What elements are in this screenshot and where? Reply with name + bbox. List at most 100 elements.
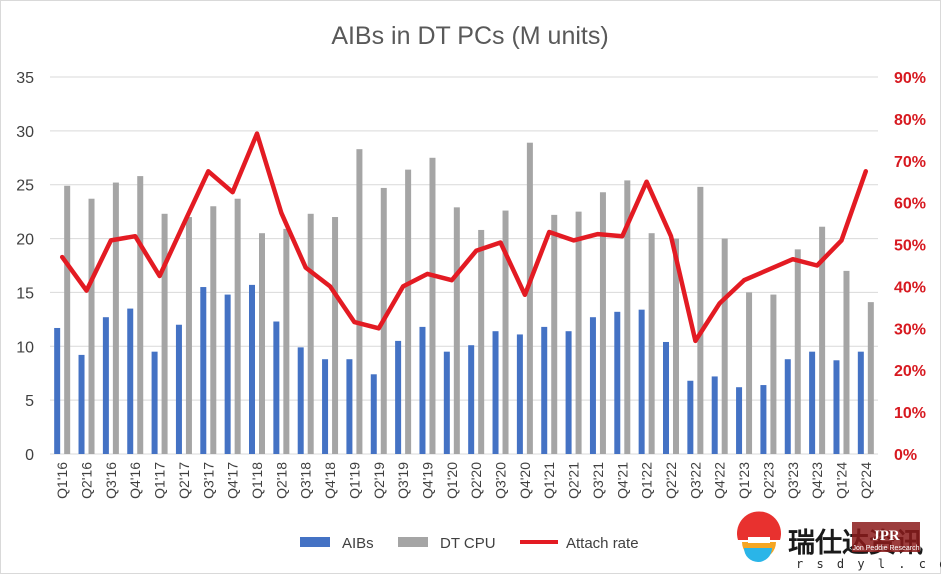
bar-dt-cpu [648,233,655,454]
bar-aibs [687,380,694,454]
bar-dt-cpu [551,214,558,454]
bar-dt-cpu [599,192,606,455]
bar-aibs [54,327,61,454]
bar-aibs [857,351,864,454]
left-tick-label: 20 [16,232,34,249]
bar-aibs [127,308,134,454]
x-tick-label: Q3'19 [395,462,411,499]
x-tick-label: Q2'19 [371,462,387,499]
bar-dt-cpu [721,238,728,454]
x-tick-label: Q1'18 [249,462,265,499]
right-tick-label: 50% [894,238,926,255]
bar-dt-cpu [453,207,460,454]
bar-dt-cpu [770,294,777,454]
left-tick-label: 30 [16,124,34,141]
bar-aibs [760,385,767,454]
bar-aibs [102,317,109,454]
chart-title: AIBs in DT PCs (M units) [331,22,608,50]
bar-dt-cpu [64,185,71,454]
left-tick-label: 25 [16,178,34,195]
x-tick-label: Q3'17 [200,462,216,499]
right-tick-label: 20% [894,363,926,380]
x-tick-label: Q1'24 [833,462,849,499]
legend: AIBs DT CPU Attach rate [300,535,639,552]
x-tick-label: Q3'22 [687,462,703,499]
legend-label-aibs: AIBs [342,535,374,552]
left-axis-ticks: 0 5 10 15 20 25 30 35 [16,70,34,464]
bar-aibs [565,331,572,454]
x-tick-label: Q2'22 [663,462,679,499]
right-tick-label: 80% [894,112,926,129]
watermark-logo-icon [737,511,781,562]
x-tick-label: Q3'23 [785,462,801,499]
bar-aibs [370,374,377,454]
left-tick-label: 5 [25,393,34,410]
bar-aibs [589,317,596,454]
bar-dt-cpu [843,270,850,454]
bar-dt-cpu [429,157,436,455]
bar-dt-cpu [405,169,412,455]
bar-aibs [151,351,158,454]
right-tick-label: 10% [894,405,926,422]
bar-aibs [200,287,207,454]
bar-aibs [614,311,621,454]
x-tick-label: Q4'19 [419,462,435,499]
right-tick-label: 30% [894,321,926,338]
x-tick-label: Q4'23 [809,462,825,499]
right-tick-label: 60% [894,196,926,213]
x-tick-label: Q2'20 [468,462,484,499]
legend-label-dt-cpu: DT CPU [440,535,496,552]
watermark-badge-subtext: Jon Peddie Research [853,545,920,552]
right-tick-label: 90% [894,70,926,87]
bar-dt-cpu [673,238,679,454]
bar-aibs [516,334,523,454]
bar-aibs [395,340,402,454]
right-axis-ticks: 0% 10% 20% 30% 40% 50% 60% 70% 80% 90% [894,70,926,464]
legend-swatch-aibs [300,537,330,547]
bar-aibs [809,351,816,454]
x-tick-label: Q2'21 [566,462,582,499]
bar-aibs [833,360,840,454]
bar-aibs [346,359,353,454]
series-aibs [54,284,864,454]
bar-dt-cpu [867,302,874,454]
bar-aibs [175,324,182,454]
left-tick-label: 15 [16,285,34,302]
x-tick-label: Q2'18 [273,462,289,499]
x-tick-label: Q3'18 [298,462,314,499]
bar-aibs [273,321,280,454]
bar-aibs [492,331,499,454]
bar-aibs [249,284,255,454]
bar-aibs [322,359,329,454]
watermark-badge [852,522,920,552]
left-tick-label: 0 [25,447,34,464]
right-tick-label: 0% [894,447,917,464]
bar-dt-cpu [283,228,290,454]
x-axis-ticks: Q1'16 Q2'16 Q3'16 Q4'16 Q1'17 Q2'17 Q3'17 Q4'17… [54,462,874,499]
bar-dt-cpu [526,142,533,454]
x-tick-label: Q2'24 [858,462,874,499]
x-tick-label: Q4'21 [614,462,630,499]
bar-dt-cpu [575,211,582,454]
bar-dt-cpu [502,210,509,454]
bar-dt-cpu [137,176,144,454]
bar-aibs [468,345,475,454]
right-tick-label: 70% [894,154,926,171]
x-tick-label: Q1'17 [152,462,168,499]
bar-aibs [736,387,743,454]
x-tick-label: Q2'17 [176,462,192,499]
line-attach-rate [59,131,869,344]
legend-label-attach-rate: Attach rate [566,535,639,552]
bar-dt-cpu [259,233,265,454]
x-tick-label: Q1'21 [541,462,557,499]
bar-dt-cpu [88,198,95,454]
bar-dt-cpu [624,180,631,455]
bar-dt-cpu [794,249,801,454]
x-tick-label: Q1'23 [736,462,752,499]
x-tick-label: Q1'22 [639,462,655,499]
x-tick-label: Q3'16 [103,462,119,499]
left-tick-label: 10 [16,339,34,356]
bar-aibs [711,376,718,454]
x-tick-label: Q1'16 [54,462,70,499]
bar-aibs [443,351,450,454]
